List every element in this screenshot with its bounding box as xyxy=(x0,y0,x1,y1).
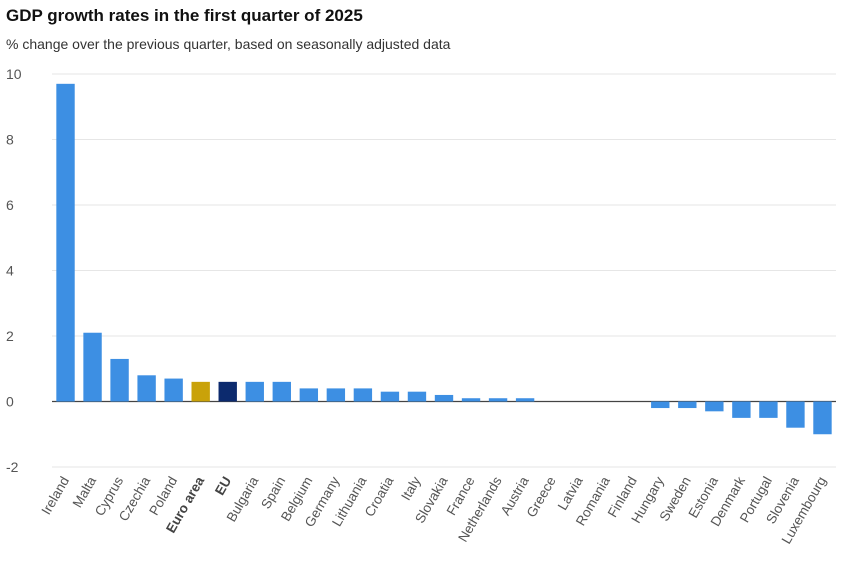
y-tick-label: 4 xyxy=(6,263,14,279)
bar-hungary[interactable] xyxy=(651,401,670,409)
bar-denmark[interactable] xyxy=(732,401,751,418)
bar-belgium[interactable] xyxy=(299,388,319,402)
bar-poland[interactable] xyxy=(164,378,183,402)
bar-euro-area[interactable] xyxy=(191,381,210,402)
chart-subtitle: % change over the previous quarter, base… xyxy=(6,36,451,52)
bar-bulgaria[interactable] xyxy=(245,381,264,402)
bar-slovenia[interactable] xyxy=(786,401,805,428)
y-tick-label: 0 xyxy=(6,394,14,410)
bar-estonia[interactable] xyxy=(705,401,724,412)
y-tick-label: 8 xyxy=(6,132,14,148)
bar-ireland[interactable] xyxy=(56,83,75,402)
bar-italy[interactable] xyxy=(407,391,427,402)
y-axis-ticks: -2 0 2 4 6 8 10 xyxy=(6,66,22,475)
bar-cyprus[interactable] xyxy=(110,358,129,402)
bars xyxy=(56,83,832,435)
bar-sweden[interactable] xyxy=(678,401,697,409)
x-category-label: Italy xyxy=(398,474,423,503)
y-tick-label: 2 xyxy=(6,328,14,344)
bar-portugal[interactable] xyxy=(759,401,778,418)
bar-netherlands[interactable] xyxy=(488,398,508,402)
bar-luxembourg[interactable] xyxy=(813,401,832,435)
x-category-label: Ireland xyxy=(38,474,72,517)
bar-slovakia[interactable] xyxy=(434,394,454,402)
y-tick-label: 10 xyxy=(6,66,22,82)
bar-croatia[interactable] xyxy=(380,391,400,402)
bar-spain[interactable] xyxy=(272,381,291,402)
bar-germany[interactable] xyxy=(326,388,346,402)
x-category-label: EU xyxy=(212,474,234,498)
bar-eu[interactable] xyxy=(218,381,237,402)
bar-austria[interactable] xyxy=(515,398,535,402)
bar-malta[interactable] xyxy=(83,332,102,402)
bar-lithuania[interactable] xyxy=(353,388,373,402)
y-tick-label: -2 xyxy=(6,459,19,475)
y-tick-label: 6 xyxy=(6,197,14,213)
chart-title: GDP growth rates in the first quarter of… xyxy=(6,6,363,25)
bar-france[interactable] xyxy=(461,398,481,402)
bar-czechia[interactable] xyxy=(137,375,156,402)
